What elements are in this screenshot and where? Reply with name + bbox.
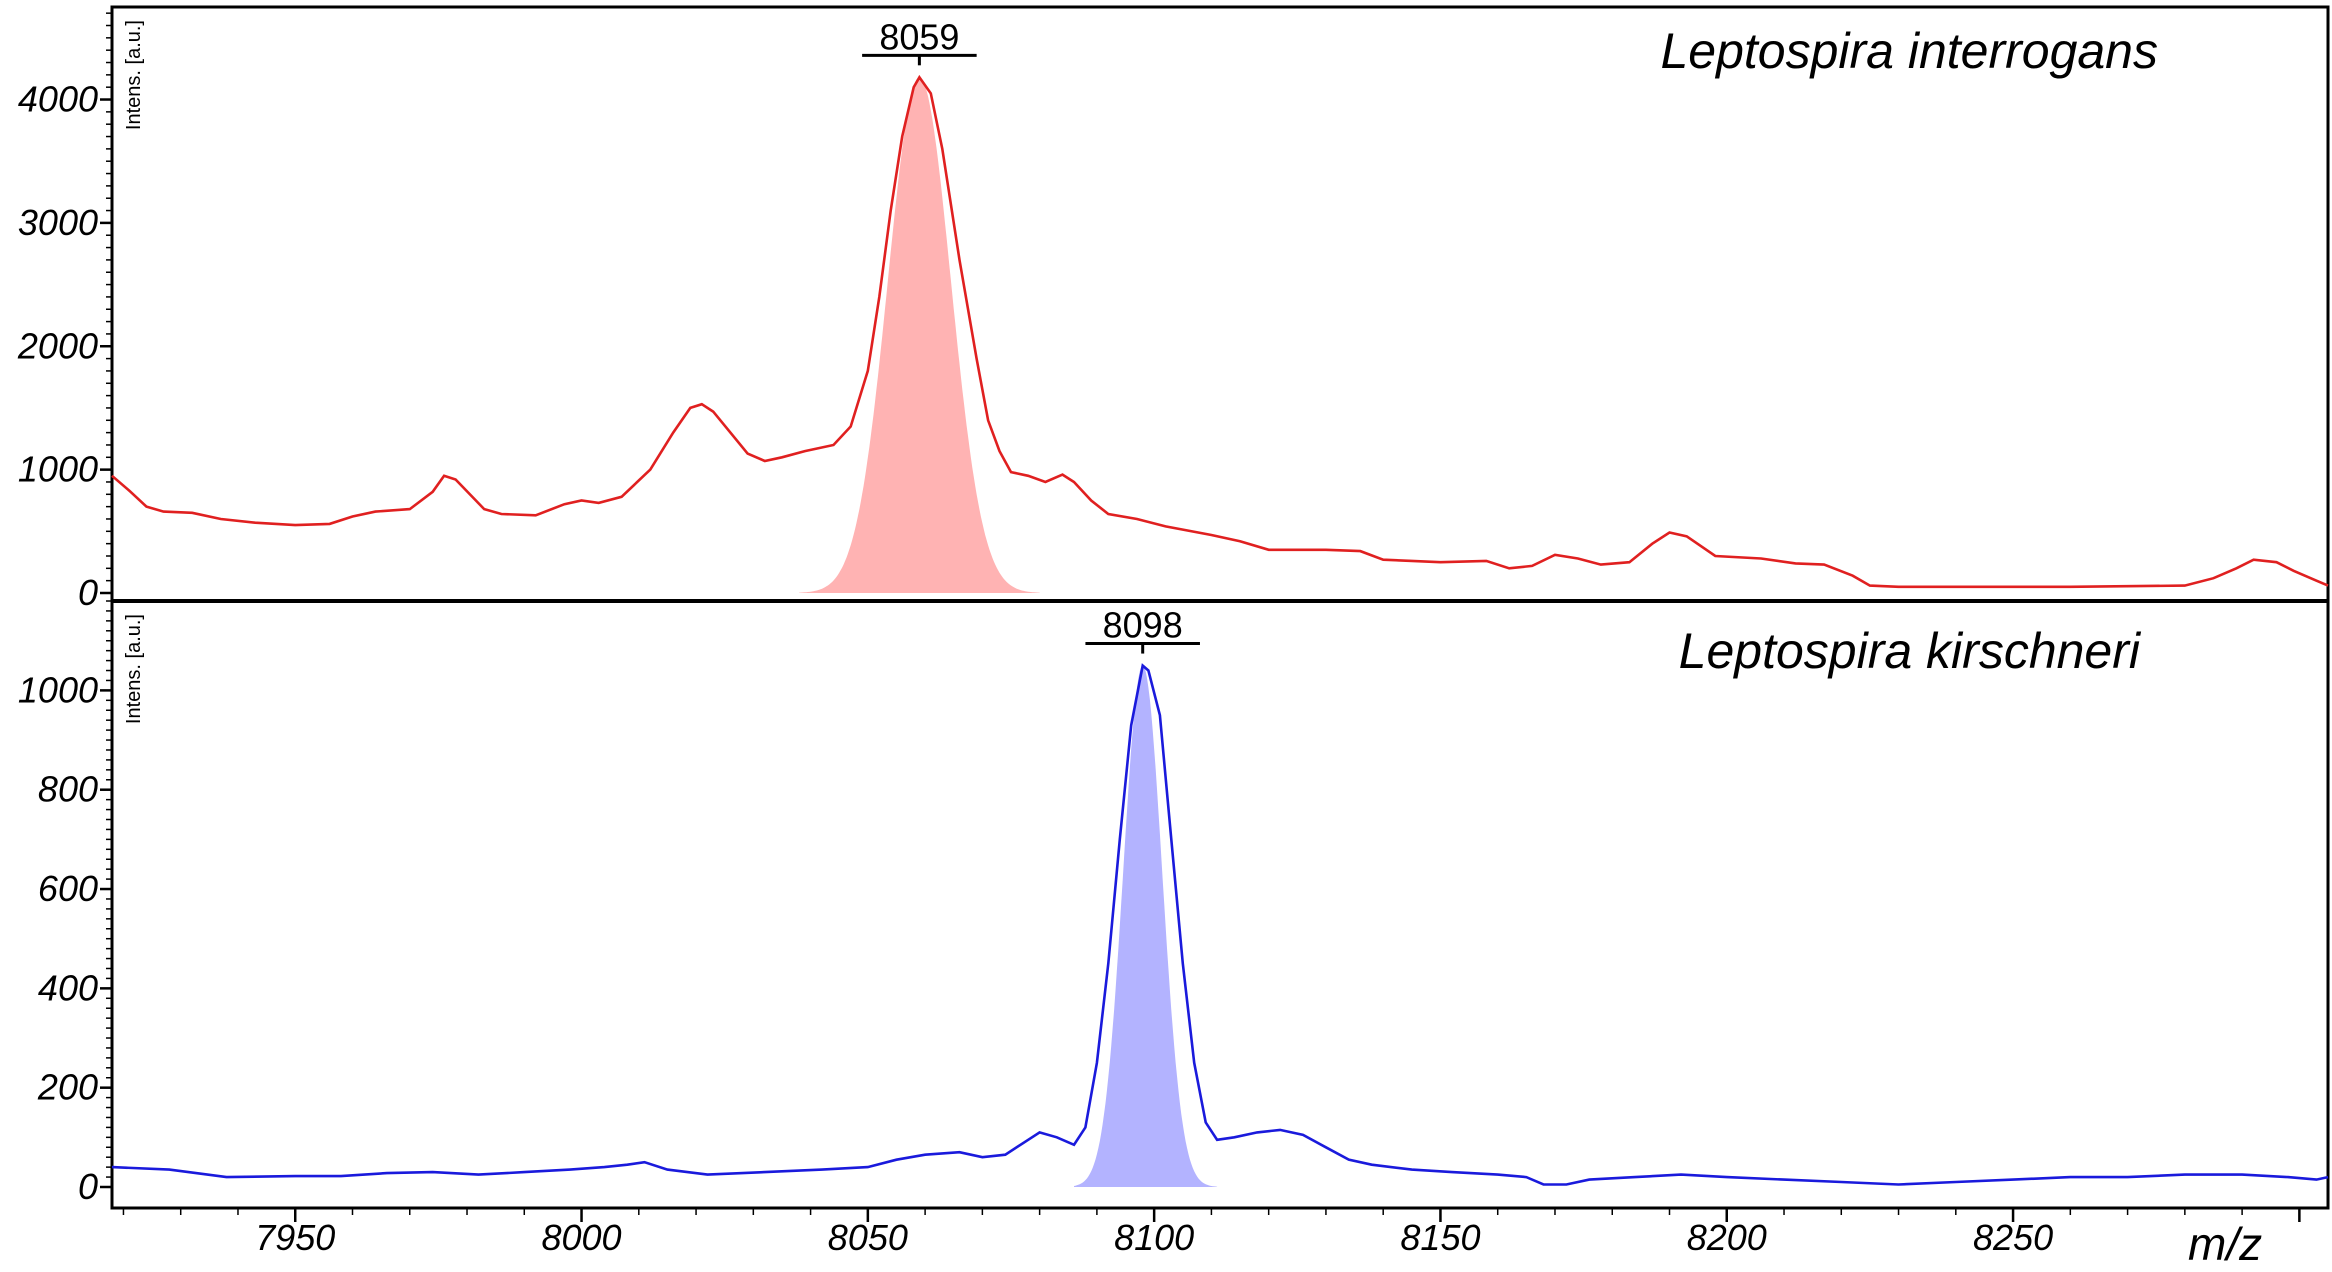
x-tick-label: 8250 (1973, 1217, 2053, 1258)
x-axis: 7950 8000 8050 8100 8150 8200 8250 (122, 1208, 2301, 1258)
species-label-interrogans: Leptospira interrogans (1660, 23, 2158, 79)
spectrum-line-kirschneri (111, 663, 2329, 1186)
y-tick-label: 800 (38, 769, 98, 810)
y-axis-label-interrogans: Intens. [a.u.] (123, 20, 145, 130)
x-tick-label: 8050 (828, 1217, 908, 1258)
y-tick-label: 4000 (18, 79, 98, 120)
panel-kirschneri: 8098 Leptospira kirschneri Intens. [a.u.… (18, 600, 2329, 1207)
peak-label-interrogans: 8059 (879, 16, 959, 57)
y-tick-label: 400 (38, 967, 98, 1008)
peak-marker-interrogans: 8059 (862, 16, 977, 66)
y-tick-label: 200 (37, 1067, 98, 1108)
x-tick-label: 8000 (541, 1217, 621, 1258)
peak-marker-kirschneri: 8098 (1085, 605, 1200, 654)
y-tick-label: 3000 (18, 202, 98, 243)
plot-frame (110, 5, 2330, 1210)
x-tick-label: 8150 (1400, 1217, 1480, 1258)
panel-interrogans: 8059 Leptospira interrogans Intens. [a.u… (17, 12, 2329, 613)
x-axis-label: m/z (2188, 1218, 2262, 1270)
y-tick-label: 2000 (17, 325, 98, 366)
x-tick-label: 8200 (1687, 1217, 1767, 1258)
species-label-kirschneri: Leptospira kirschneri (1679, 623, 2142, 679)
x-tick-label: 8100 (1114, 1217, 1194, 1258)
peak-highlight-kirschneri (1074, 665, 1218, 1187)
y-tick-label: 1000 (18, 449, 98, 490)
y-tick-label: 0 (78, 572, 98, 613)
y-tick-label: 1000 (18, 669, 98, 710)
spectrum-line-interrogans (111, 74, 2329, 589)
x-tick-label: 7950 (255, 1217, 335, 1258)
y-tick-label: 0 (78, 1166, 98, 1207)
peak-label-kirschneri: 8098 (1103, 605, 1183, 646)
y-tick-label: 600 (38, 868, 98, 909)
peak-highlight-interrogans (799, 77, 1040, 594)
y-axis-label-kirschneri: Intens. [a.u.] (123, 614, 145, 724)
